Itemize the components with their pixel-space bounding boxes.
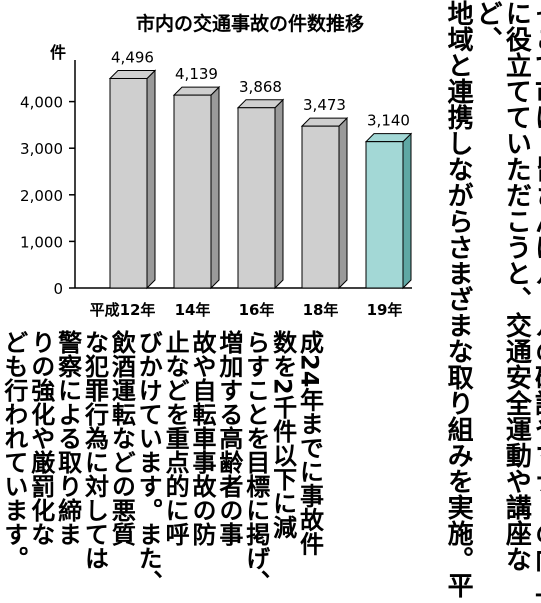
x-category-label: 14年	[175, 301, 211, 319]
x-category-label: 平成12年	[90, 301, 156, 319]
article-line: な犯罪行為に対しては	[80, 330, 109, 570]
article-line: 増加する高齢者の事	[214, 330, 243, 546]
traffic-accident-bar-chart: 市内の交通事故の件数推移 件 0 1,000 2,000 3,000 4,000 4,4…	[20, 12, 413, 319]
x-category-label: 19年	[367, 301, 403, 319]
article-line: 飲酒運転などの悪質	[107, 330, 136, 546]
article-line: びかけています。また、	[134, 330, 163, 594]
x-category-label: 18年	[303, 301, 339, 319]
chart-title: 市内の交通事故の件数推移	[136, 12, 364, 35]
article-line: 警察による取り締ま	[53, 330, 82, 546]
y-tick-label: 2,000	[20, 187, 63, 205]
bars: 4,496 4,139 3,868 3,473 3,140	[108, 48, 413, 290]
bar	[364, 132, 413, 290]
article-upper-text: そこで市は、皆さんにルールの確認やマナーの向上 に役立てていただこうと、交通安全…	[443, 0, 541, 603]
bar-value-label: 4,496	[111, 48, 154, 66]
article-line: 故や自転車事故の防	[188, 330, 216, 546]
article-line: 止などを重点的に呼	[161, 330, 190, 546]
article-line: りの強化や厳罰化な	[26, 330, 55, 546]
bar	[172, 85, 221, 290]
bar-value-label: 3,140	[367, 112, 410, 130]
y-tick-label: 4,000	[20, 94, 63, 112]
article-line: 地域と連携しながらさまざまな取り組みを実施。平	[443, 0, 474, 598]
bar	[236, 98, 285, 290]
y-axis: 0 1,000 2,000 3,000 4,000	[20, 60, 412, 298]
y-tick-label: 3,000	[20, 140, 63, 158]
x-category-label: 16年	[239, 301, 275, 319]
article-line: に役立てていただこうと、交通安全運動や講座など、	[472, 0, 532, 572]
bar-value-label: 3,868	[239, 78, 282, 96]
x-axis-labels: 平成12年 14年 16年 18年 19年	[90, 301, 403, 319]
article-line: そこで市は、皆さんにルールの確認やマナーの向上	[530, 0, 541, 598]
article-line: 成24年までに事故件	[295, 330, 324, 556]
article-line: 数を2千件以下に減	[268, 330, 297, 539]
y-axis-unit-label: 件	[50, 43, 66, 62]
bar	[108, 69, 157, 290]
y-tick-label: 0	[53, 280, 63, 298]
article-line: ども行われています。	[0, 330, 28, 570]
bar-value-label: 3,473	[303, 96, 346, 114]
y-tick-label: 1,000	[20, 233, 63, 251]
bar	[300, 116, 349, 290]
article-line: らすことを目標に掲げ、	[241, 330, 270, 594]
article-lower-text: 成24年までに事故件 数を2千件以下に減 らすことを目標に掲げ、 増加する高齢者…	[0, 330, 443, 603]
bar-value-label: 4,139	[175, 65, 218, 83]
